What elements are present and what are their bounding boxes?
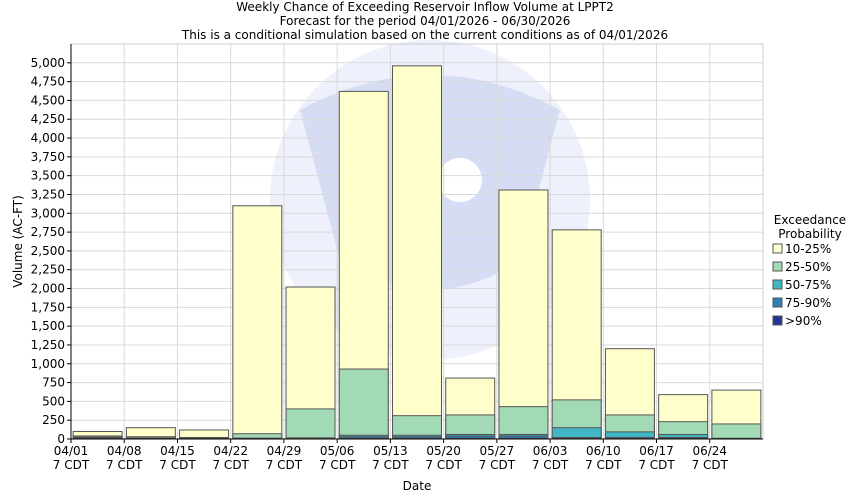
y-tick-label: 4,750: [31, 75, 65, 89]
bar-25-50: [285, 408, 336, 440]
y-tick-label: 2,250: [31, 263, 65, 277]
chart-title: Weekly Chance of Exceeding Reservoir Inf…: [236, 0, 614, 14]
x-tick-label: 06/17: [639, 444, 674, 458]
legend-swatch: [772, 315, 783, 326]
y-tick-label: 3,500: [31, 169, 65, 183]
legend-title: Probability: [778, 227, 841, 241]
x-tick-sublabel: 7 CDT: [425, 458, 462, 472]
y-tick-label: 5,000: [31, 56, 65, 70]
bar-25-50: [338, 368, 389, 440]
x-tick-sublabel: 7 CDT: [53, 458, 90, 472]
chart-subtitle-conditions: This is a conditional simulation based o…: [181, 28, 669, 42]
x-tick-label: 04/01: [54, 444, 89, 458]
legend-label: 10-25%: [785, 242, 831, 256]
x-tick-sublabel: 7 CDT: [638, 458, 675, 472]
x-tick-sublabel: 7 CDT: [372, 458, 409, 472]
y-tick-label: 2,750: [31, 225, 65, 239]
legend-label: 25-50%: [785, 260, 831, 274]
y-tick-label: 3,750: [31, 150, 65, 164]
x-tick-label: 04/08: [107, 444, 142, 458]
y-tick-label: 500: [42, 394, 65, 408]
x-tick-label: 05/13: [373, 444, 408, 458]
y-tick-label: 750: [42, 376, 65, 390]
x-tick-sublabel: 7 CDT: [585, 458, 622, 472]
y-tick-label: 4,500: [31, 93, 65, 107]
bar-25-50: [498, 406, 549, 440]
legend-title: Exceedance: [774, 213, 846, 227]
x-tick-sublabel: 7 CDT: [319, 458, 356, 472]
y-tick-label: 250: [42, 413, 65, 427]
x-tick-label: 04/22: [213, 444, 248, 458]
x-tick-label: 05/06: [320, 444, 355, 458]
x-axis-title: Date: [403, 479, 432, 493]
legend-label: 75-90%: [785, 296, 831, 310]
x-tick-sublabel: 7 CDT: [159, 458, 196, 472]
x-tick-label: 04/15: [160, 444, 195, 458]
x-tick-sublabel: 7 CDT: [106, 458, 143, 472]
legend-swatch: [772, 279, 783, 290]
x-tick-label: 05/27: [480, 444, 515, 458]
bar-10-25: [392, 65, 442, 440]
y-tick-label: 3,250: [31, 187, 65, 201]
x-tick-sublabel: 7 CDT: [532, 458, 569, 472]
x-tick-label: 06/03: [533, 444, 568, 458]
y-tick-label: 2,000: [31, 282, 65, 296]
bar-10-25: [232, 205, 283, 440]
x-tick-sublabel: 7 CDT: [479, 458, 516, 472]
y-tick-label: 0: [57, 432, 65, 446]
legend-swatch: [772, 261, 783, 272]
y-tick-label: 4,000: [31, 131, 65, 145]
x-tick-sublabel: 7 CDT: [212, 458, 249, 472]
x-tick-label: 04/29: [267, 444, 302, 458]
legend-label: 50-75%: [785, 278, 831, 292]
chart-subtitle: Forecast for the period 04/01/2026 - 06/…: [279, 14, 571, 28]
x-tick-label: 06/10: [586, 444, 621, 458]
y-tick-label: 1,000: [31, 357, 65, 371]
y-tick-label: 1,750: [31, 300, 65, 314]
bar-10-25: [498, 189, 549, 440]
legend-label: >90%: [785, 314, 822, 328]
y-tick-label: 4,250: [31, 112, 65, 126]
y-tick-label: 1,250: [31, 338, 65, 352]
legend-swatch: [772, 297, 783, 308]
x-tick-sublabel: 7 CDT: [692, 458, 729, 472]
y-tick-label: 2,500: [31, 244, 65, 258]
x-tick-sublabel: 7 CDT: [266, 458, 303, 472]
y-tick-label: 3,000: [31, 206, 65, 220]
bar-25-50: [711, 423, 762, 440]
axes: 0 250 500 750 1,000 1,250 1,500 1,750 2,000 2,250…: [11, 44, 763, 493]
x-tick-label: 06/24: [692, 444, 727, 458]
legend-swatch: [772, 243, 783, 254]
x-tick-label: 05/20: [426, 444, 461, 458]
y-axis-title: Volume (AC-FT): [11, 195, 25, 288]
y-tick-label: 1,500: [31, 319, 65, 333]
